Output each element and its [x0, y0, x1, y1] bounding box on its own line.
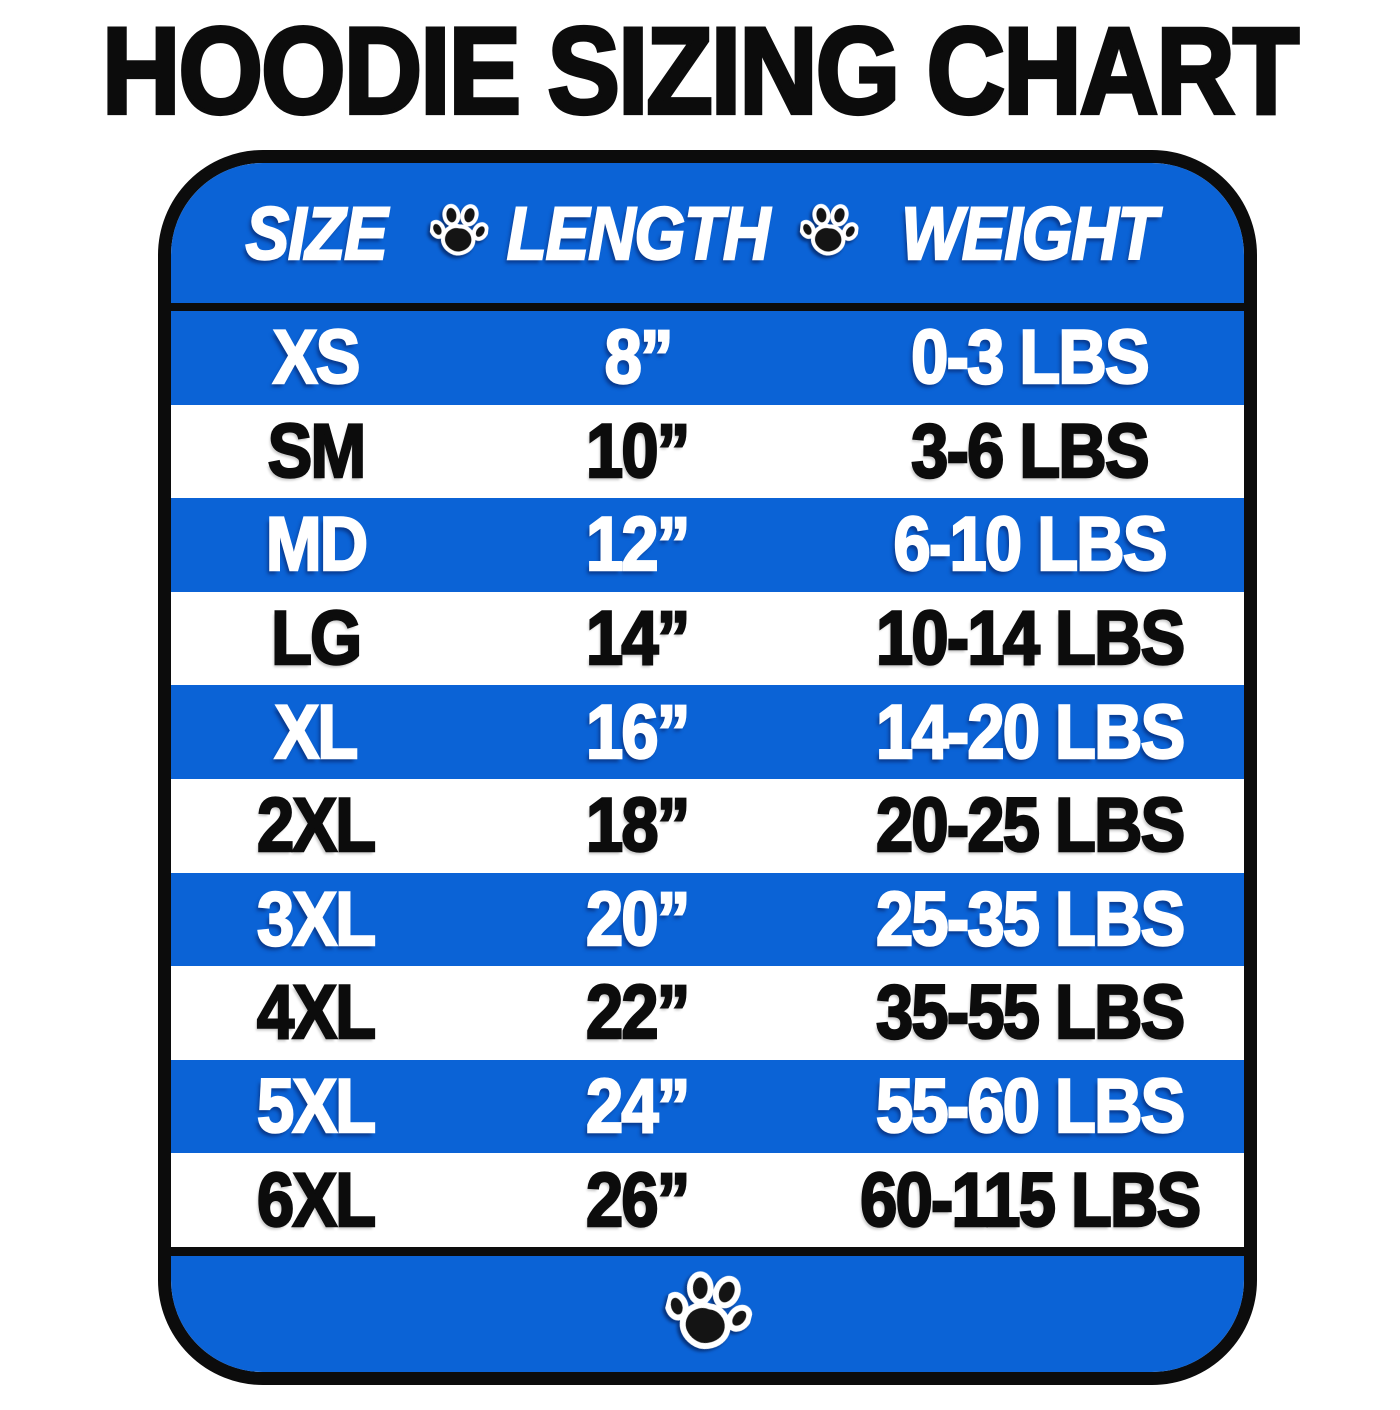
- weight-cell: 0-3 LBS: [910, 314, 1151, 402]
- table-row-xl: XL 16” 14-20 LBS: [171, 685, 1244, 779]
- paw-icon: [654, 1258, 760, 1370]
- table-body: XS 8” 0-3 LBS SM 10” 3-6 LBS MD 12” 6-10…: [171, 311, 1244, 1247]
- size-cell: 4XL: [256, 969, 377, 1057]
- weight-cell: 60-115 LBS: [859, 1156, 1202, 1244]
- header-divider: [171, 303, 1244, 311]
- length-cell: 12”: [585, 501, 692, 589]
- table-header-row: SIZE LENGTH WEIGHT: [171, 163, 1244, 303]
- length-cell: 14”: [585, 595, 692, 683]
- table-row-6xl: 6XL 26” 60-115 LBS: [171, 1153, 1244, 1247]
- sizing-chart-card: SIZE LENGTH WEIGHT XS 8” 0-3 LBS SM 10” …: [158, 150, 1257, 1385]
- size-cell: MD: [265, 501, 369, 589]
- paw-icon: [426, 196, 491, 268]
- size-cell: XS: [272, 314, 362, 402]
- column-header-length: LENGTH: [505, 190, 771, 276]
- size-cell: 2XL: [256, 782, 377, 870]
- footer-divider: [171, 1247, 1244, 1256]
- size-cell: 3XL: [256, 876, 377, 964]
- weight-cell: 20-25 LBS: [874, 782, 1186, 870]
- table-row-5xl: 5XL 24” 55-60 LBS: [171, 1059, 1244, 1154]
- table-row-xs: XS 8” 0-3 LBS: [171, 311, 1244, 405]
- table-row-md: MD 12” 6-10 LBS: [171, 498, 1244, 592]
- table-row-2xl: 2XL 18” 20-25 LBS: [171, 778, 1244, 873]
- size-cell: LG: [270, 595, 363, 683]
- table-row-3xl: 3XL 20” 25-35 LBS: [171, 872, 1244, 967]
- column-header-weight: WEIGHT: [901, 190, 1159, 276]
- size-cell: XL: [274, 688, 360, 776]
- column-header-size: SIZE: [244, 190, 388, 276]
- table-row-4xl: 4XL 22” 35-55 LBS: [171, 966, 1244, 1060]
- size-cell: 6XL: [256, 1156, 377, 1244]
- length-cell: 20”: [585, 876, 692, 964]
- table-footer: [171, 1256, 1244, 1372]
- length-cell: 26”: [585, 1156, 692, 1244]
- size-cell: SM: [266, 408, 367, 496]
- length-cell: 18”: [585, 782, 692, 870]
- weight-cell: 14-20 LBS: [874, 688, 1186, 776]
- length-cell: 22”: [585, 969, 692, 1057]
- paw-icon: [796, 196, 861, 268]
- page-title-text: HOODIE SIZING CHART: [100, 2, 1301, 140]
- table-row-lg: LG 14” 10-14 LBS: [171, 591, 1244, 686]
- length-cell: 8”: [603, 314, 674, 402]
- size-cell: 5XL: [256, 1063, 377, 1151]
- weight-cell: 35-55 LBS: [874, 969, 1186, 1057]
- hoodie-sizing-chart-graphic: HOODIE SIZING CHART SIZE LENGTH WEIGHT X…: [0, 8, 1400, 1385]
- weight-cell: 25-35 LBS: [874, 876, 1186, 964]
- length-cell: 10”: [585, 408, 692, 496]
- page-title: HOODIE SIZING CHART: [0, 8, 1400, 135]
- weight-cell: 10-14 LBS: [874, 595, 1186, 683]
- table-row-sm: SM 10” 3-6 LBS: [171, 404, 1244, 499]
- weight-cell: 6-10 LBS: [892, 501, 1168, 589]
- weight-cell: 55-60 LBS: [874, 1063, 1186, 1151]
- weight-cell: 3-6 LBS: [910, 408, 1151, 496]
- length-cell: 24”: [585, 1063, 692, 1151]
- length-cell: 16”: [585, 688, 692, 776]
